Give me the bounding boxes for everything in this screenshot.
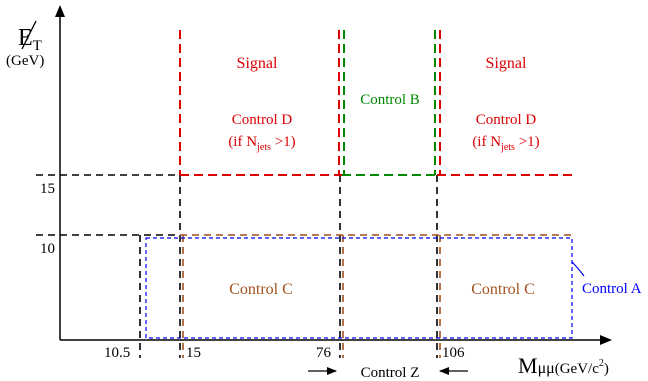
x-axis-arrow-icon	[600, 335, 612, 345]
y-axis-label: ET (GeV)	[6, 20, 44, 69]
svg-text:ET: ET	[18, 25, 42, 54]
y-tick-15: 15	[40, 181, 55, 197]
control-a-pointer	[571, 261, 585, 277]
x-tick-10-5: 10.5	[104, 345, 130, 361]
missing-slash	[21, 20, 37, 50]
x-axis-label: Mμμ(GeV/c2)	[518, 353, 609, 378]
x-tick-106: 106	[442, 345, 465, 361]
control-c-right-label: Control C	[471, 281, 535, 298]
control-c-left-label: Control C	[229, 281, 293, 298]
y-tick-10: 10	[40, 241, 55, 257]
control-d-right-condition: (if Njets >1)	[472, 134, 539, 153]
signal-right-label: Signal	[486, 55, 527, 72]
control-z-label: Control Z	[361, 365, 420, 381]
control-a-box	[145, 237, 573, 339]
svg-text:(GeV): (GeV)	[6, 53, 44, 69]
signal-left-label: Signal	[237, 55, 278, 72]
x-tick-15: 15	[186, 345, 201, 361]
control-d-right-label: Control D	[476, 112, 537, 128]
control-b-label: Control B	[360, 92, 420, 108]
control-d-left-condition: (if Njets >1)	[228, 134, 295, 153]
x-tick-76: 76	[316, 345, 332, 361]
y-axis-arrow-icon	[55, 5, 65, 17]
control-a-label: Control A	[582, 281, 642, 297]
control-d-left-label: Control D	[232, 112, 293, 128]
